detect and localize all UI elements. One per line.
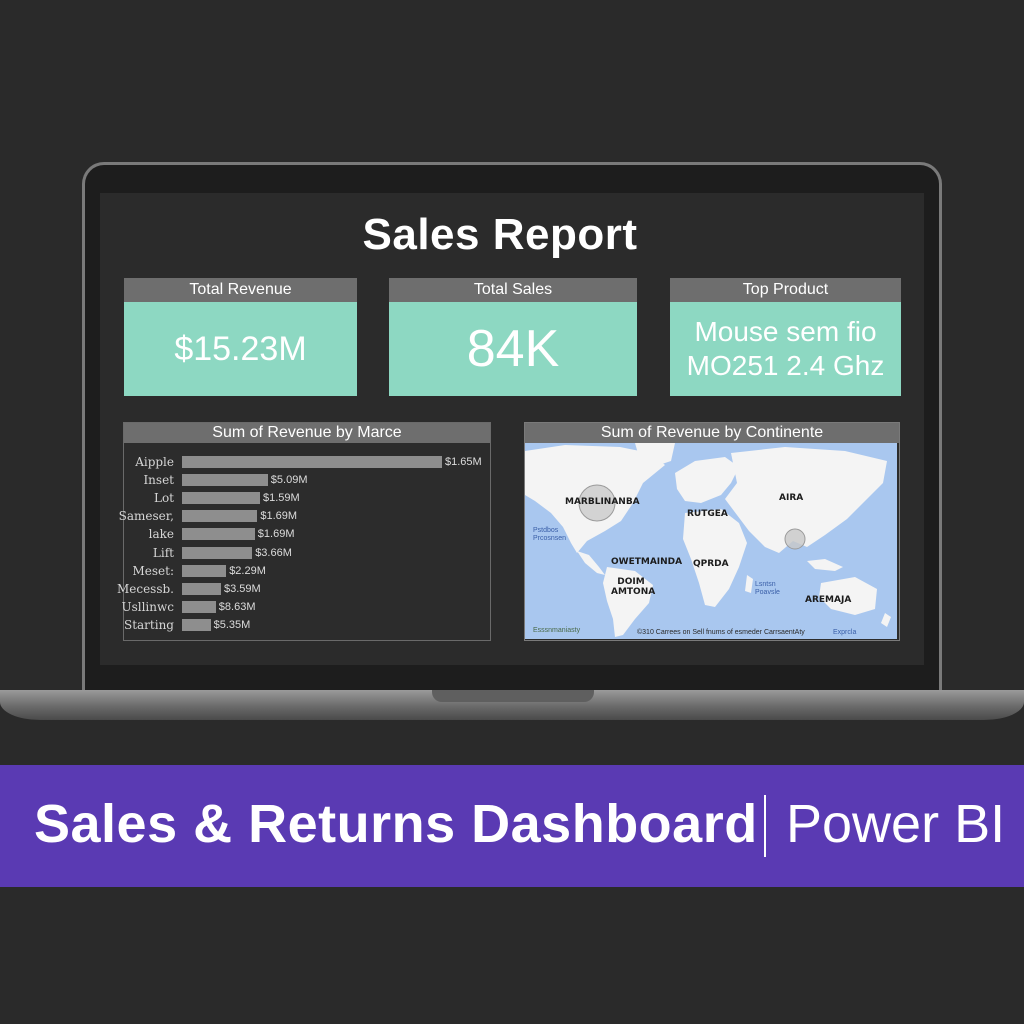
bar-category-label: Inset bbox=[143, 473, 174, 488]
bar-value-label: $1.69M bbox=[257, 528, 295, 541]
map-footer-link[interactable]: Exprcla bbox=[833, 629, 857, 636]
banner-title: Sales & Returns Dashboard bbox=[34, 794, 758, 854]
kpi-value: Mouse sem fio MO251 2.4 Ghz bbox=[670, 302, 901, 396]
bar-value-label: $3.66M bbox=[255, 546, 292, 559]
landmass-new-zealand bbox=[881, 613, 891, 627]
bar[interactable] bbox=[182, 528, 255, 541]
bar-row[interactable]: Aipple $1.65M bbox=[124, 455, 492, 473]
report-title: Sales Report bbox=[362, 210, 638, 259]
title-banner: Sales & Returns Dashboard Power BI bbox=[0, 765, 1024, 887]
bar[interactable] bbox=[182, 546, 253, 559]
bar-row[interactable]: Lift $3.66M bbox=[124, 546, 492, 564]
map-label: AIRA bbox=[779, 493, 804, 503]
bar-row[interactable]: Usllinwc $8.63M bbox=[121, 600, 492, 618]
bar[interactable] bbox=[182, 600, 216, 613]
bar[interactable] bbox=[182, 618, 211, 631]
landmass-south-america bbox=[603, 567, 653, 637]
bar[interactable] bbox=[182, 564, 227, 577]
map-label: QPRDA bbox=[693, 559, 729, 569]
kpi-value-line: Mouse sem fio bbox=[694, 316, 877, 347]
bar[interactable] bbox=[182, 474, 268, 487]
bar-category-label: Lift bbox=[152, 545, 174, 560]
bar-category-label: lake bbox=[148, 527, 174, 542]
bar-category-label: Meset: bbox=[132, 563, 174, 578]
panel-title: Sum of Revenue by Continente bbox=[525, 423, 899, 443]
kpi-value: $15.23M bbox=[124, 302, 357, 396]
bar-row[interactable]: Starting $5.35M bbox=[124, 618, 492, 636]
bar-row[interactable]: Sameser, $1.69M bbox=[119, 509, 492, 527]
banner-product: Power BI bbox=[786, 794, 1006, 854]
map-ocean-label: Lsntsn Poavsle bbox=[755, 581, 780, 596]
bar-value-label: $1.59M bbox=[263, 492, 300, 505]
bar-row[interactable]: Meset: $2.29M bbox=[124, 564, 492, 582]
landmass-madagascar bbox=[745, 575, 753, 593]
kpi-label: Total Sales bbox=[389, 278, 637, 302]
bar-value-label: $5.09M bbox=[270, 474, 308, 487]
landmass-indonesia bbox=[807, 559, 843, 571]
map-label: RUTGEA bbox=[687, 509, 728, 519]
landmass-central-america bbox=[577, 551, 605, 575]
bar-category-label: Sameser, bbox=[118, 509, 174, 524]
bar-value-label: $1.69M bbox=[260, 510, 298, 523]
kpi-label: Top Product bbox=[670, 278, 901, 302]
bar-category-label: Starting bbox=[123, 617, 174, 632]
map-footer-logo: Esssnmaniasty bbox=[533, 627, 581, 634]
map-attribution[interactable]: ©310 Carrees on Sell fnums of esmeder Ca… bbox=[637, 629, 805, 636]
bar-category-label: Lot bbox=[153, 491, 174, 506]
bar-row[interactable]: Inset $5.09M bbox=[124, 473, 492, 491]
kpi-label: Total Revenue bbox=[124, 278, 357, 302]
map-label: OWETMAINDA bbox=[611, 557, 683, 567]
map-label: AREMAJA bbox=[805, 595, 852, 605]
landmass-australia bbox=[819, 577, 877, 615]
map-label: MARBLINANBA bbox=[565, 497, 640, 507]
bar-category-label: Aipple bbox=[135, 455, 174, 469]
world-map-svg bbox=[525, 443, 891, 637]
bar-row[interactable]: Mecessb. $3.59M bbox=[117, 582, 492, 600]
bar-value-label: $5.35M bbox=[213, 618, 251, 631]
bar[interactable] bbox=[182, 492, 260, 505]
bar-value-label: $1.65M bbox=[445, 456, 482, 468]
bar-category-label: Usllinwc bbox=[121, 599, 174, 614]
map-label: DOIM AMTONA bbox=[611, 577, 656, 597]
bar-value-label: $2.29M bbox=[229, 564, 266, 577]
world-map[interactable]: MARBLINANBA RUTGEA AIRA OWETMAINDA QPRDA… bbox=[525, 443, 897, 639]
revenue-bubble-asia bbox=[784, 528, 806, 550]
bar-chart: Aipple $1.65M Inset $5.09M Lot $1.59M Sameser,… bbox=[117, 423, 492, 642]
landmass-africa bbox=[683, 509, 747, 607]
bar-row[interactable]: Lot $1.59M bbox=[124, 491, 492, 509]
bar[interactable] bbox=[182, 456, 442, 468]
laptop-notch bbox=[432, 690, 594, 702]
kpi-top-product[interactable]: Top Product Mouse sem fio MO251 2.4 Ghz bbox=[670, 278, 901, 396]
landmass-europe bbox=[675, 457, 739, 503]
bar[interactable] bbox=[182, 510, 258, 523]
map-ocean-label: Pstdbos Prcosnsen bbox=[533, 527, 567, 542]
bar-value-label: $3.59M bbox=[224, 582, 261, 595]
bar-value-label: $8.63M bbox=[218, 600, 256, 613]
kpi-total-sales[interactable]: Total Sales 84K bbox=[389, 278, 637, 396]
landmass-greenland bbox=[635, 443, 675, 467]
bar-row[interactable]: lake $1.69M bbox=[124, 527, 492, 545]
revenue-by-continente-panel[interactable]: Sum of Revenue by Continente bbox=[524, 422, 900, 641]
revenue-bubble-north-america bbox=[578, 484, 616, 522]
banner-separator bbox=[764, 795, 766, 857]
landmass-asia bbox=[725, 447, 887, 553]
kpi-total-revenue[interactable]: Total Revenue $15.23M bbox=[124, 278, 357, 396]
bar-category-label: Mecessb. bbox=[116, 581, 174, 596]
panel-title: Sum of Revenue by Marce bbox=[124, 423, 490, 443]
bar[interactable] bbox=[182, 582, 221, 595]
kpi-value: 84K bbox=[389, 302, 637, 396]
kpi-value-line: MO251 2.4 Ghz bbox=[686, 350, 885, 381]
revenue-by-marce-panel[interactable]: Sum of Revenue by Marce Aipple $1.65M Inse… bbox=[117, 422, 492, 642]
